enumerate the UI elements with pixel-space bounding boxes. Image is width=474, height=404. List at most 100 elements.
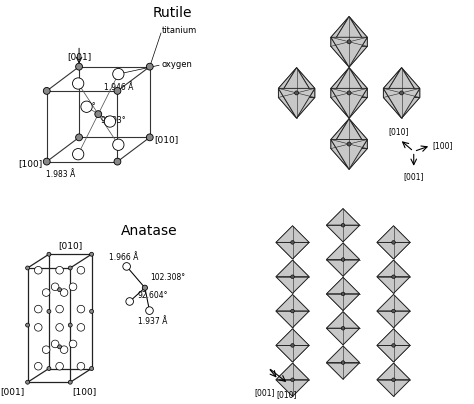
Circle shape — [26, 323, 29, 327]
Circle shape — [104, 116, 116, 127]
Circle shape — [341, 258, 345, 261]
Polygon shape — [297, 88, 315, 118]
Polygon shape — [331, 46, 367, 67]
Circle shape — [56, 266, 64, 274]
Polygon shape — [331, 17, 367, 46]
Polygon shape — [377, 242, 410, 259]
Circle shape — [113, 139, 124, 150]
Polygon shape — [343, 277, 360, 310]
Circle shape — [142, 285, 147, 290]
Polygon shape — [377, 277, 410, 293]
Text: [010]: [010] — [276, 390, 297, 399]
Circle shape — [123, 263, 130, 270]
Circle shape — [68, 266, 72, 270]
Polygon shape — [276, 363, 309, 380]
Circle shape — [291, 240, 294, 244]
Polygon shape — [331, 67, 349, 97]
Polygon shape — [349, 119, 367, 149]
Polygon shape — [278, 67, 315, 97]
Polygon shape — [383, 67, 420, 97]
Circle shape — [47, 252, 51, 256]
Circle shape — [77, 305, 85, 313]
Polygon shape — [331, 139, 367, 169]
Polygon shape — [276, 363, 292, 396]
Circle shape — [68, 380, 72, 384]
Circle shape — [341, 361, 345, 364]
Polygon shape — [349, 17, 367, 46]
Circle shape — [341, 292, 345, 296]
Polygon shape — [331, 119, 349, 149]
Polygon shape — [276, 380, 309, 396]
Polygon shape — [331, 37, 367, 67]
Circle shape — [42, 346, 50, 354]
Circle shape — [58, 345, 62, 349]
Text: [001]: [001] — [67, 53, 91, 61]
Circle shape — [69, 283, 77, 290]
Polygon shape — [327, 259, 360, 276]
Polygon shape — [343, 312, 360, 345]
Polygon shape — [292, 226, 309, 259]
Polygon shape — [278, 88, 297, 118]
Circle shape — [291, 378, 294, 381]
Polygon shape — [331, 139, 349, 169]
Circle shape — [347, 142, 351, 146]
Polygon shape — [327, 294, 360, 310]
Polygon shape — [383, 88, 401, 118]
Text: 1.946 Å: 1.946 Å — [104, 83, 134, 93]
Circle shape — [77, 324, 85, 331]
Circle shape — [56, 324, 64, 331]
Polygon shape — [383, 88, 420, 118]
Circle shape — [90, 252, 93, 256]
Circle shape — [26, 266, 29, 270]
Polygon shape — [276, 329, 309, 345]
Polygon shape — [276, 295, 292, 328]
Polygon shape — [401, 88, 420, 118]
Polygon shape — [331, 149, 367, 169]
Polygon shape — [331, 67, 367, 88]
Polygon shape — [331, 37, 349, 67]
Polygon shape — [327, 225, 360, 242]
Polygon shape — [377, 226, 410, 242]
Circle shape — [294, 91, 299, 95]
Polygon shape — [292, 295, 309, 328]
Text: 102.308°: 102.308° — [150, 274, 185, 282]
Polygon shape — [349, 139, 367, 169]
Polygon shape — [331, 119, 367, 139]
Polygon shape — [331, 17, 367, 37]
Circle shape — [26, 380, 29, 384]
Polygon shape — [327, 346, 343, 379]
Circle shape — [77, 362, 85, 370]
Circle shape — [90, 366, 93, 370]
Polygon shape — [327, 277, 343, 310]
Circle shape — [113, 68, 124, 80]
Polygon shape — [327, 277, 360, 294]
Polygon shape — [401, 67, 420, 97]
Polygon shape — [327, 346, 360, 363]
Circle shape — [60, 289, 68, 297]
Polygon shape — [276, 260, 292, 293]
Circle shape — [95, 111, 102, 118]
Text: Rutile: Rutile — [152, 6, 192, 20]
Polygon shape — [377, 295, 393, 328]
Circle shape — [76, 134, 82, 141]
Text: [010]: [010] — [154, 135, 178, 144]
Polygon shape — [327, 363, 360, 379]
Circle shape — [90, 309, 93, 314]
Polygon shape — [331, 17, 349, 46]
Text: 90°: 90° — [82, 101, 96, 111]
Polygon shape — [331, 88, 349, 118]
Circle shape — [126, 298, 134, 305]
Circle shape — [56, 305, 64, 313]
Polygon shape — [377, 363, 410, 380]
Text: 92.604°: 92.604° — [137, 291, 168, 300]
Circle shape — [392, 309, 395, 313]
Polygon shape — [278, 97, 315, 118]
Circle shape — [347, 91, 351, 95]
Polygon shape — [393, 260, 410, 293]
Circle shape — [400, 91, 403, 95]
Circle shape — [146, 307, 153, 314]
Polygon shape — [393, 329, 410, 362]
Circle shape — [56, 362, 64, 370]
Circle shape — [73, 78, 84, 89]
Polygon shape — [377, 363, 393, 396]
